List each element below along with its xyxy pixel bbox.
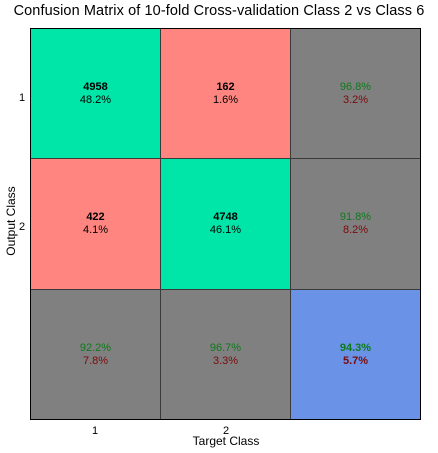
cell-value-secondary: 1.6% xyxy=(212,93,239,106)
matrix-cell-r1-c2: 162 1.6% xyxy=(161,29,291,159)
cell-value-primary: 162 xyxy=(216,80,235,93)
matrix-cell-r2-c1: 422 4.1% xyxy=(31,159,161,290)
y-tick-1: 1 xyxy=(19,92,26,104)
cell-value-primary: 96.8% xyxy=(339,80,372,93)
cell-value-primary: 94.3% xyxy=(339,341,372,354)
cell-value-secondary: 4.1% xyxy=(82,224,109,236)
cell-value-secondary: 5.7% xyxy=(342,354,369,367)
y-tick-2: 2 xyxy=(19,221,26,233)
matrix-cell-r3-c1: 92.2% 7.8% xyxy=(31,290,161,419)
cell-value-primary: 4958 xyxy=(83,80,108,93)
cell-value-secondary: 46.1% xyxy=(209,224,242,236)
chart-title: Confusion Matrix of 10-fold Cross-valida… xyxy=(13,3,425,19)
x-tick-2: 2 xyxy=(223,425,230,437)
cell-value-primary: 4748 xyxy=(213,211,238,223)
matrix-cell-r1-c3: 96.8% 3.2% xyxy=(291,29,420,159)
matrix-cell-r3-c3: 94.3% 5.7% xyxy=(291,290,420,419)
cell-value-secondary: 3.3% xyxy=(212,354,239,367)
x-axis-label: Target Class xyxy=(192,434,260,448)
confusion-matrix-grid: 4958 48.2% 162 1.6% 96.8% 3.2% 422 4.1% 4748 46.1… xyxy=(30,28,421,420)
matrix-cell-r3-c2: 96.7% 3.3% xyxy=(161,290,291,419)
cell-value-primary: 91.8% xyxy=(339,211,372,223)
cell-value-primary: 422 xyxy=(86,211,105,223)
matrix-cell-r2-c2: 4748 46.1% xyxy=(161,159,291,290)
cell-value-secondary: 3.2% xyxy=(342,93,369,106)
cell-value-secondary: 48.2% xyxy=(79,93,112,106)
y-axis-label: Output Class xyxy=(4,186,18,256)
cell-value-primary: 96.7% xyxy=(209,341,242,354)
x-tick-1: 1 xyxy=(92,425,99,437)
cell-value-secondary: 8.2% xyxy=(342,224,369,236)
cell-value-secondary: 7.8% xyxy=(82,354,109,367)
cell-value-primary: 92.2% xyxy=(79,341,112,354)
matrix-cell-r2-c3: 91.8% 8.2% xyxy=(291,159,420,290)
matrix-cell-r1-c1: 4958 48.2% xyxy=(31,29,161,159)
